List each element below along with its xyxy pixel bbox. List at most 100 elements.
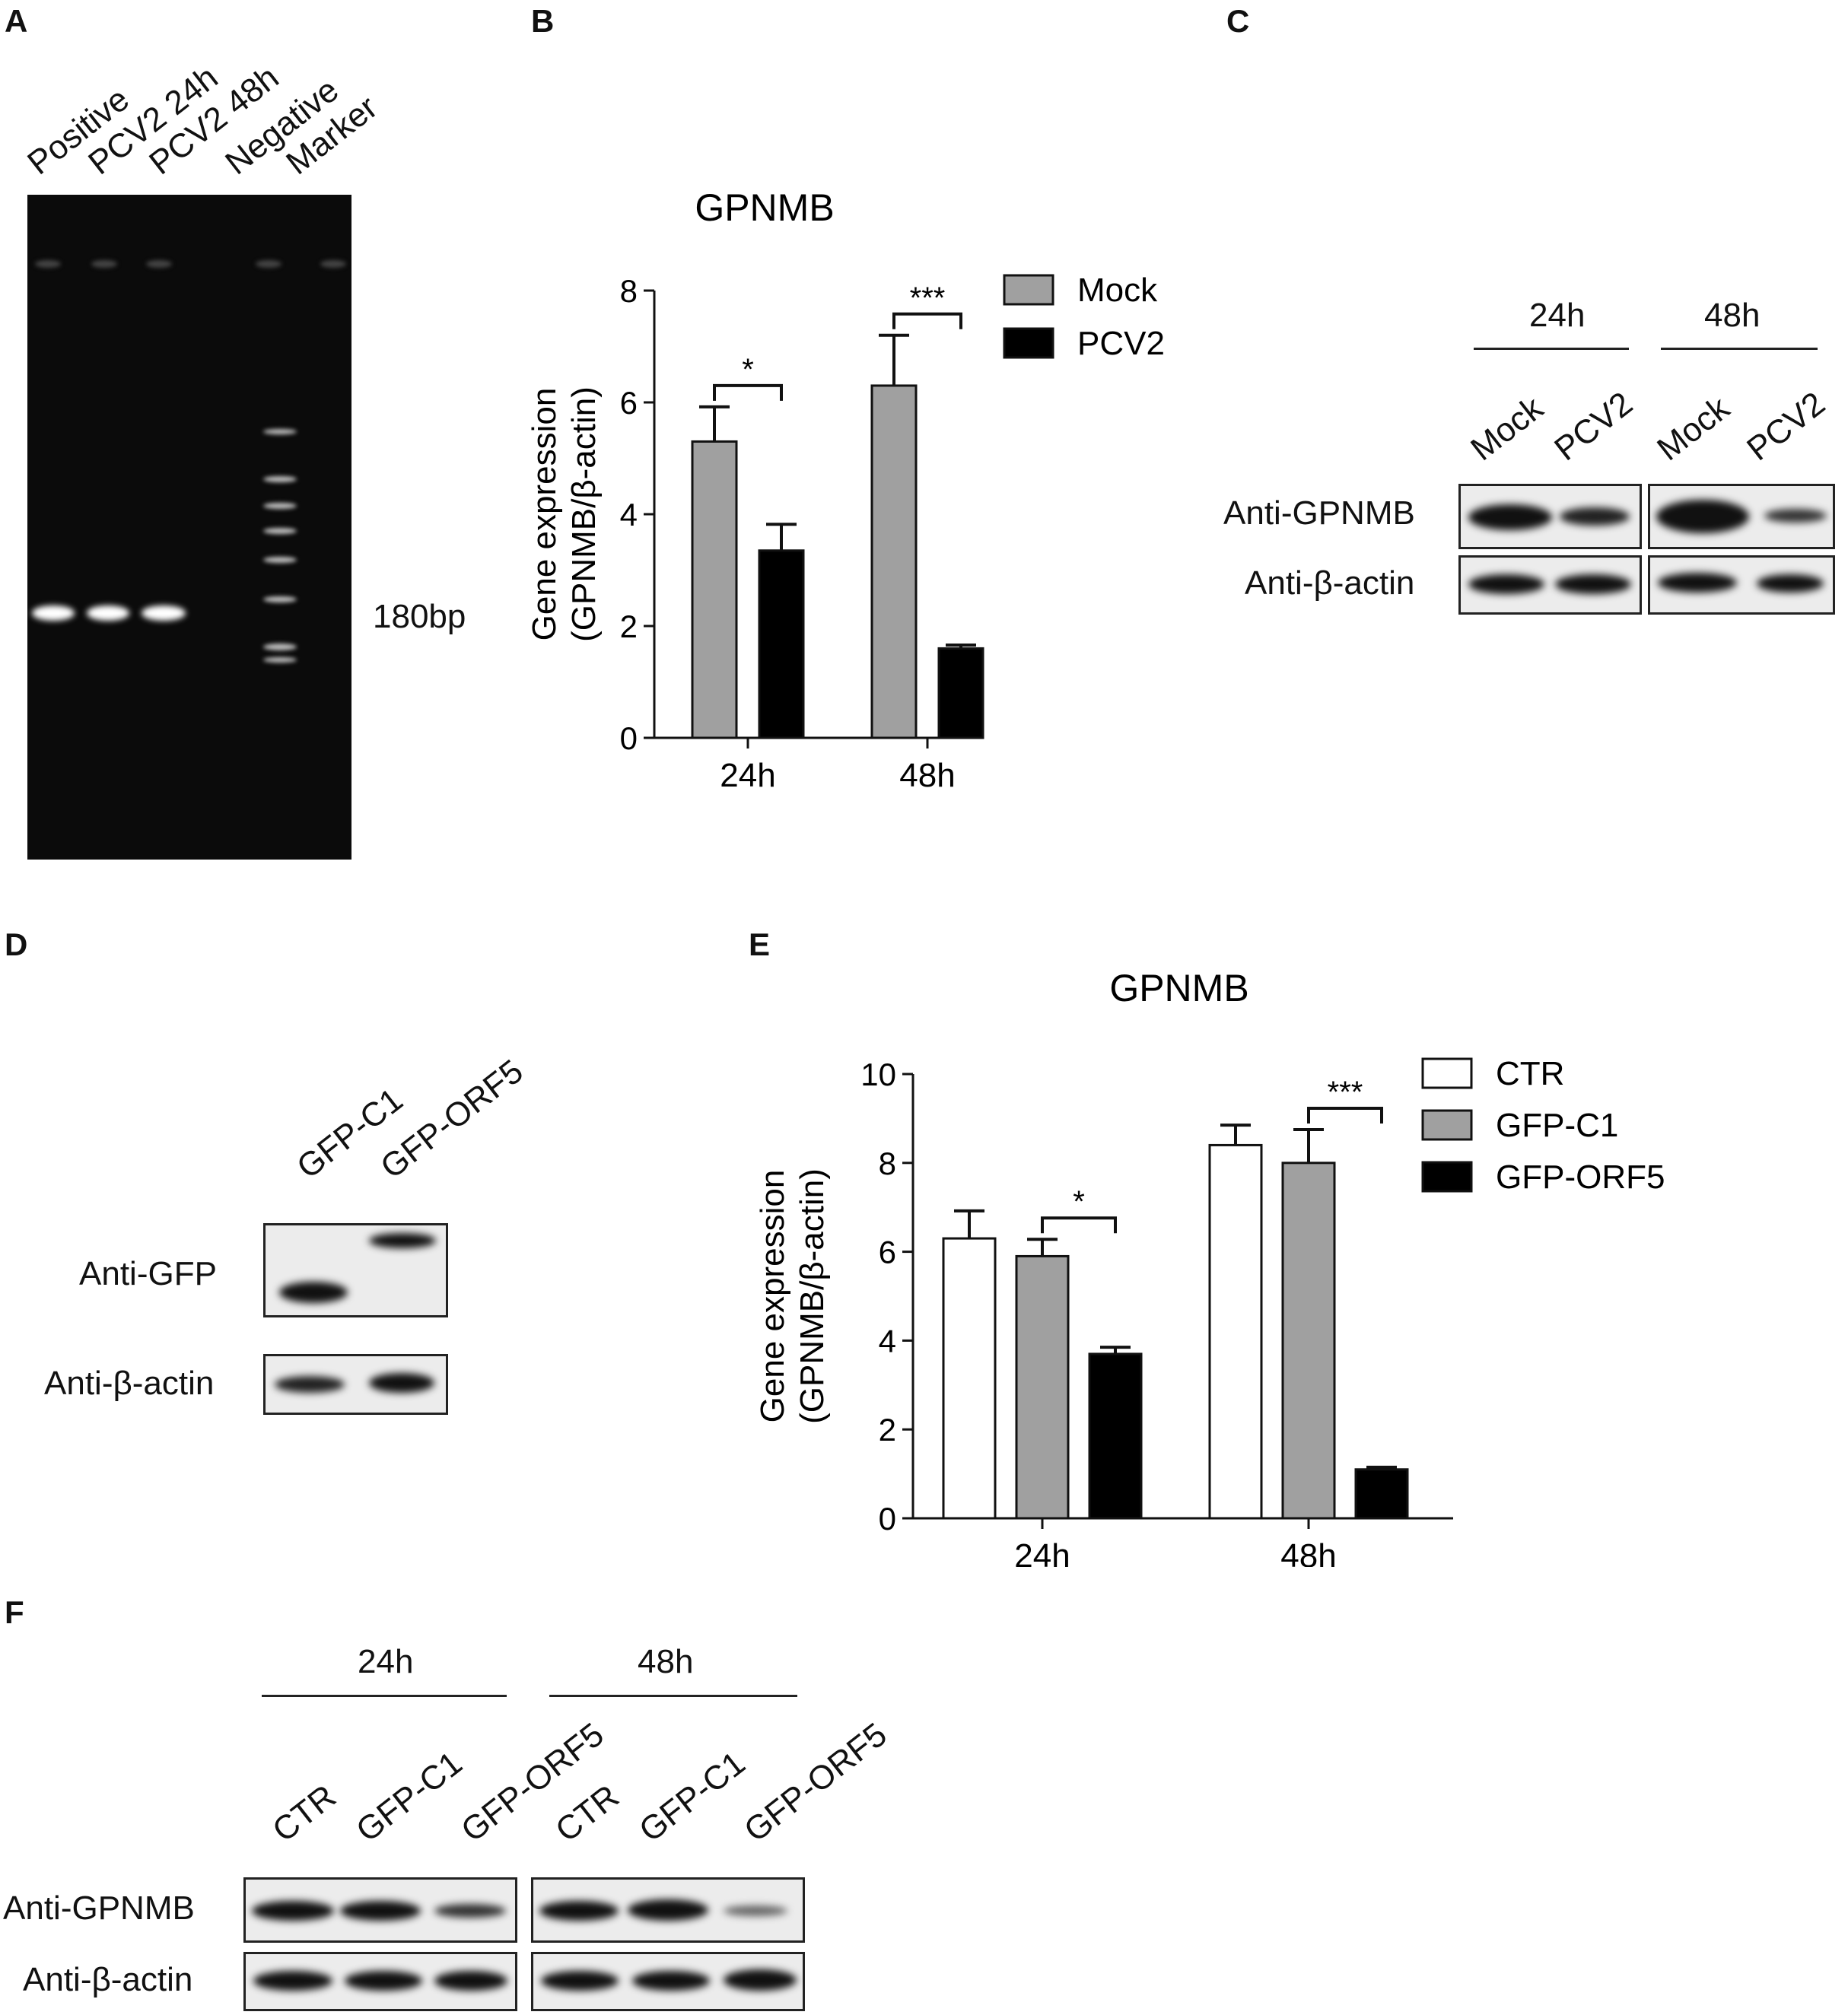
panel-letter-e: E: [749, 926, 771, 962]
bar-mock: [870, 384, 918, 739]
gel-image: [27, 195, 351, 860]
blot-d-gfp: [263, 1223, 448, 1317]
blot-f-lane-gfp-c1-48h: GFP-C1: [632, 1744, 752, 1850]
blot-c-gpnmb-48h: [1648, 484, 1835, 549]
y-axis-label: Gene expression(GPNMB/β-actin): [526, 386, 603, 642]
legend-label: Mock: [1077, 272, 1158, 309]
blot-f-row-label-actin: Anti-β-actin: [23, 1961, 193, 1998]
panel-letter-b: B: [531, 3, 555, 39]
blot-c-actin-48h: [1648, 555, 1835, 615]
blot-f-gpnmb-48h: [531, 1877, 805, 1943]
gel-marker-band: [263, 528, 297, 534]
panel-letter-f: F: [5, 1594, 24, 1630]
panel-letter-d: D: [5, 926, 28, 962]
y-tick-label: 4: [620, 497, 638, 532]
blot-f-time-24h: 24h: [358, 1643, 414, 1680]
bar-gfp-c1: [1281, 1162, 1336, 1520]
legend-swatch: [1421, 1057, 1473, 1089]
blot-c-time-48h: 48h: [1704, 297, 1761, 334]
x-tick-label: 48h: [899, 757, 955, 794]
blot-c-lane-mock-48h: Mock: [1650, 389, 1737, 469]
blot-f-row-label-gpnmb: Anti-GPNMB: [3, 1889, 195, 1927]
bar-gfp-orf5: [1354, 1468, 1409, 1520]
blot-f-lane-ctr-24h: CTR: [266, 1777, 343, 1850]
gel-well: [320, 260, 346, 268]
gel-marker-band: [263, 503, 297, 509]
gel-band-pcv2-48h: [142, 605, 186, 621]
blot-d-row-label-actin: Anti-β-actin: [44, 1365, 215, 1402]
y-tick-label: 8: [879, 1146, 896, 1181]
bar-pcv2: [758, 549, 805, 739]
legend-label: GFP-C1: [1496, 1107, 1618, 1144]
bar-gfp-orf5: [1088, 1352, 1143, 1520]
legend-label: PCV2: [1077, 325, 1165, 362]
y-tick-label: 2: [879, 1412, 896, 1448]
blot-c-lane-pcv2-24h: PCV2: [1547, 384, 1640, 469]
x-tick-label: 24h: [1014, 1537, 1070, 1567]
blot-f-actin-24h: [243, 1952, 517, 2011]
gel-band-size-label: 180bp: [373, 598, 466, 635]
blot-f-time-rule: [549, 1695, 797, 1697]
bar-ctr: [1208, 1143, 1263, 1520]
blot-f-actin-48h: [531, 1952, 805, 2011]
bar-ctr: [942, 1237, 997, 1520]
bar-gfp-c1: [1015, 1254, 1070, 1520]
significance-bracket: [1041, 1216, 1117, 1234]
gel-well: [91, 260, 117, 268]
bar-pcv2: [937, 647, 984, 739]
y-tick-label: 10: [860, 1057, 896, 1092]
chart-title: GPNMB: [695, 186, 834, 229]
blot-d-actin: [263, 1354, 448, 1415]
blot-c-lane-pcv2-48h: PCV2: [1740, 384, 1832, 469]
y-tick-label: 8: [620, 273, 638, 309]
blot-f-time-48h: 48h: [638, 1643, 694, 1680]
gel-band-pcv2-24h: [87, 605, 129, 621]
blot-c-gpnmb-24h: [1458, 484, 1642, 549]
gel-well: [35, 260, 61, 268]
significance-label: *: [1073, 1185, 1085, 1219]
significance-bracket: [713, 383, 783, 401]
significance-label: ***: [1328, 1076, 1363, 1109]
blot-c-time-rule: [1661, 348, 1818, 350]
blot-f-lane-gfp-c1-24h: GFP-C1: [349, 1744, 469, 1850]
blot-c-actin-24h: [1458, 555, 1642, 615]
chart-title: GPNMB: [1109, 967, 1248, 1009]
blot-c-time-rule: [1474, 348, 1629, 350]
blot-f-gpnmb-24h: [243, 1877, 517, 1943]
y-tick-label: 6: [879, 1235, 896, 1270]
y-axis-label: Gene expression(GPNMB/β-actin): [754, 1168, 831, 1424]
legend-label: GFP-ORF5: [1496, 1158, 1665, 1196]
legend-swatch: [1421, 1109, 1473, 1141]
gel-marker-band: [263, 657, 297, 663]
y-tick-label: 4: [879, 1323, 896, 1359]
panel-letter-a: A: [5, 3, 28, 39]
gel-band-positive: [32, 605, 75, 621]
blot-d-row-label-gfp: Anti-GFP: [79, 1255, 217, 1292]
legend-swatch: [1003, 274, 1054, 306]
gel-marker-band: [263, 557, 297, 563]
gel-marker-band: [263, 596, 297, 602]
bar-mock: [691, 440, 738, 739]
x-tick-label: 48h: [1280, 1537, 1336, 1567]
gel-well: [146, 260, 172, 268]
legend-label: CTR: [1496, 1055, 1564, 1092]
panel-letter-c: C: [1226, 3, 1250, 39]
x-tick-label: 24h: [720, 757, 775, 794]
gel-marker-band: [263, 429, 297, 434]
y-tick-label: 0: [620, 720, 638, 756]
blot-c-row-label-gpnmb: Anti-GPNMB: [1223, 494, 1415, 532]
significance-label: *: [742, 353, 754, 386]
panel-e-bar-chart: GPNMB Gene expression(GPNMB/β-actin) 0 2 4 6 8…: [754, 967, 1665, 1567]
significance-bracket: [892, 312, 962, 329]
blot-c-time-24h: 24h: [1529, 297, 1586, 334]
panel-b-bar-chart: GPNMB Gene expression(GPNMB/β-actin) 0 2 4 6 8…: [526, 186, 1165, 794]
blot-c-row-label-actin: Anti-β-actin: [1245, 564, 1415, 602]
y-tick-label: 2: [620, 609, 638, 644]
significance-bracket: [1307, 1107, 1383, 1124]
gel-well: [256, 260, 281, 268]
significance-label: ***: [910, 281, 946, 315]
y-tick-label: 6: [620, 385, 638, 421]
legend-swatch: [1003, 327, 1054, 359]
y-tick-label: 0: [879, 1501, 896, 1537]
blot-f-time-rule: [262, 1695, 507, 1697]
